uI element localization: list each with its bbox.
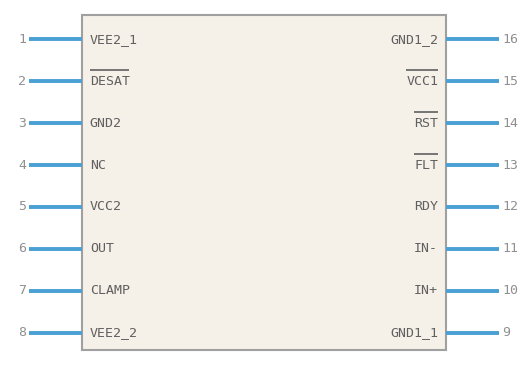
Text: RST: RST [414,116,438,129]
Text: 4: 4 [18,158,26,171]
Text: 7: 7 [18,285,26,298]
Text: OUT: OUT [90,243,114,256]
Text: 5: 5 [18,201,26,214]
Text: IN+: IN+ [414,285,438,298]
Text: CLAMP: CLAMP [90,285,130,298]
Text: VCC2: VCC2 [90,201,122,214]
Text: IN-: IN- [414,243,438,256]
Text: 8: 8 [18,327,26,339]
Text: VEE2_1: VEE2_1 [90,33,138,45]
Text: 6: 6 [18,243,26,256]
Text: GND1_2: GND1_2 [390,33,438,45]
Text: 10: 10 [502,285,518,298]
Text: GND1_1: GND1_1 [390,327,438,339]
Text: VCC1: VCC1 [406,74,438,87]
Text: 3: 3 [18,116,26,129]
Text: 15: 15 [502,74,518,87]
Text: 14: 14 [502,116,518,129]
Text: NC: NC [90,158,106,171]
Text: VEE2_2: VEE2_2 [90,327,138,339]
Text: 11: 11 [502,243,518,256]
Text: 9: 9 [502,327,510,339]
Bar [82,15,446,350]
Text: 13: 13 [502,158,518,171]
Text: 12: 12 [502,201,518,214]
Text: 1: 1 [18,33,26,45]
Text: GND2: GND2 [90,116,122,129]
Text: FLT: FLT [414,158,438,171]
Text: 16: 16 [502,33,518,45]
Text: DESAT: DESAT [90,74,130,87]
Text: RDY: RDY [414,201,438,214]
Text: 2: 2 [18,74,26,87]
